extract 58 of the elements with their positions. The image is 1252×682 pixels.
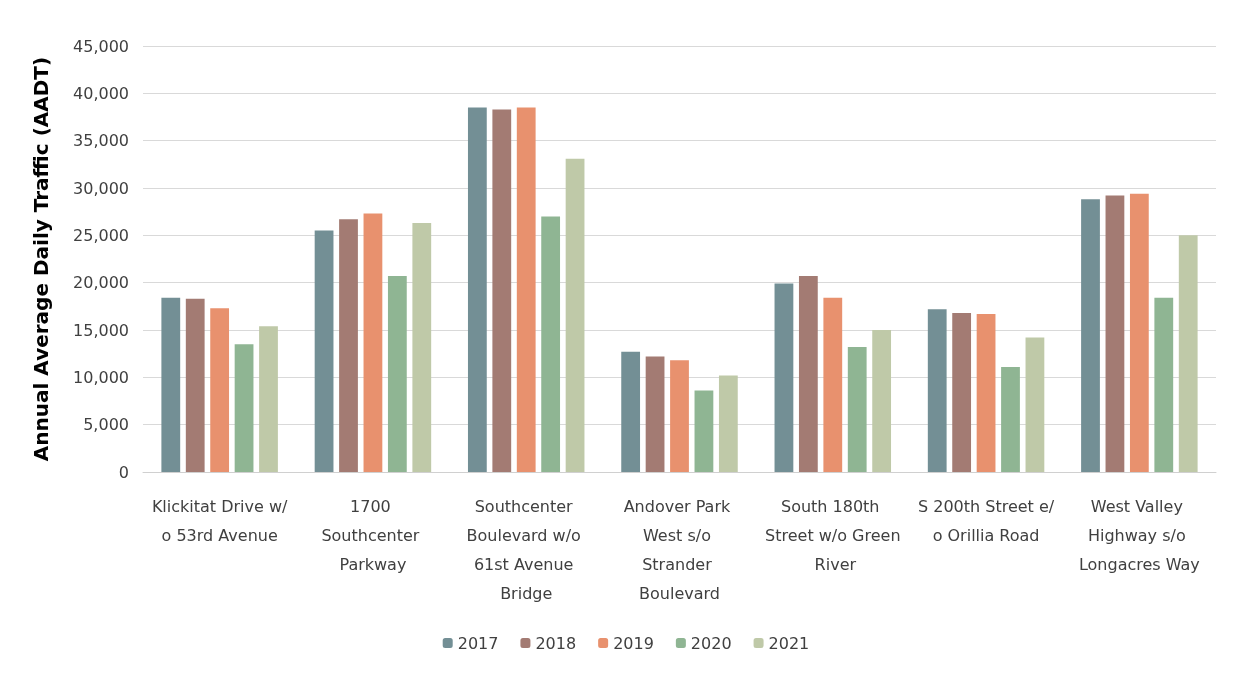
bar <box>645 356 665 472</box>
x-tick-label: Klickitat Drive w/o 53rd Avenue <box>151 497 289 545</box>
bar <box>314 230 334 472</box>
y-tick-label: 35,000 <box>73 131 129 151</box>
y-tick-label: 40,000 <box>73 83 129 103</box>
bar <box>694 390 714 472</box>
bar <box>541 216 561 472</box>
bar <box>1129 193 1149 472</box>
y-tick-label: 15,000 <box>73 320 129 340</box>
bar <box>1105 195 1125 472</box>
bar <box>467 107 487 472</box>
bar <box>1154 297 1174 472</box>
bar <box>621 351 641 472</box>
y-tick-label: 20,000 <box>73 273 129 293</box>
bar <box>412 223 432 472</box>
bar <box>363 213 383 472</box>
legend-label: 2020 <box>690 633 732 653</box>
bar <box>1081 199 1100 472</box>
bar <box>259 326 278 472</box>
bar <box>774 283 794 472</box>
y-tick-label: 10,000 <box>73 367 129 387</box>
bar <box>565 158 585 472</box>
x-tick-label: Andover Park West s/o Strander Boulevard <box>623 497 736 603</box>
y-tick-label: 0 <box>118 462 129 482</box>
y-axis-title: Annual Average Daily Traffic (AADT) <box>29 56 53 462</box>
bar <box>516 107 536 472</box>
legend-label: 2017 <box>457 633 499 653</box>
legend-label: 2019 <box>613 633 654 653</box>
bar <box>161 297 181 472</box>
x-tick-label: S 200th Street e/o Orillia Road <box>917 497 1055 545</box>
bar <box>1001 366 1020 472</box>
bar <box>976 313 996 472</box>
bar <box>1025 337 1045 472</box>
bar <box>339 219 358 472</box>
bar <box>210 308 230 472</box>
legend-label: 2021 <box>768 633 810 653</box>
bar <box>927 309 947 472</box>
y-tick-label: 25,000 <box>73 225 129 245</box>
bar <box>387 276 407 472</box>
bar <box>492 109 512 472</box>
x-tick-label: 1700 Southcenter Parkway <box>321 497 425 574</box>
bar <box>718 375 738 472</box>
x-tick-label: West Valley Highway s/o Longacres Way <box>1078 497 1200 574</box>
x-tick-label: South 180th Street w/o Green River <box>765 497 901 574</box>
bar <box>670 360 689 472</box>
bar <box>185 298 205 472</box>
x-tick-label: Southcenter Boulevard w/o 61st Avenue Bridge <box>466 497 586 603</box>
bar <box>798 276 818 472</box>
bar <box>1178 235 1198 472</box>
bar <box>234 344 254 472</box>
bar <box>847 347 867 472</box>
y-tick-label: 30,000 <box>73 178 129 198</box>
bar <box>952 312 972 472</box>
y-tick-label: 45,000 <box>73 36 129 56</box>
bar <box>823 297 843 472</box>
y-tick-label: 5,000 <box>83 415 129 435</box>
legend-label: 2018 <box>535 633 577 653</box>
bar <box>872 330 892 472</box>
